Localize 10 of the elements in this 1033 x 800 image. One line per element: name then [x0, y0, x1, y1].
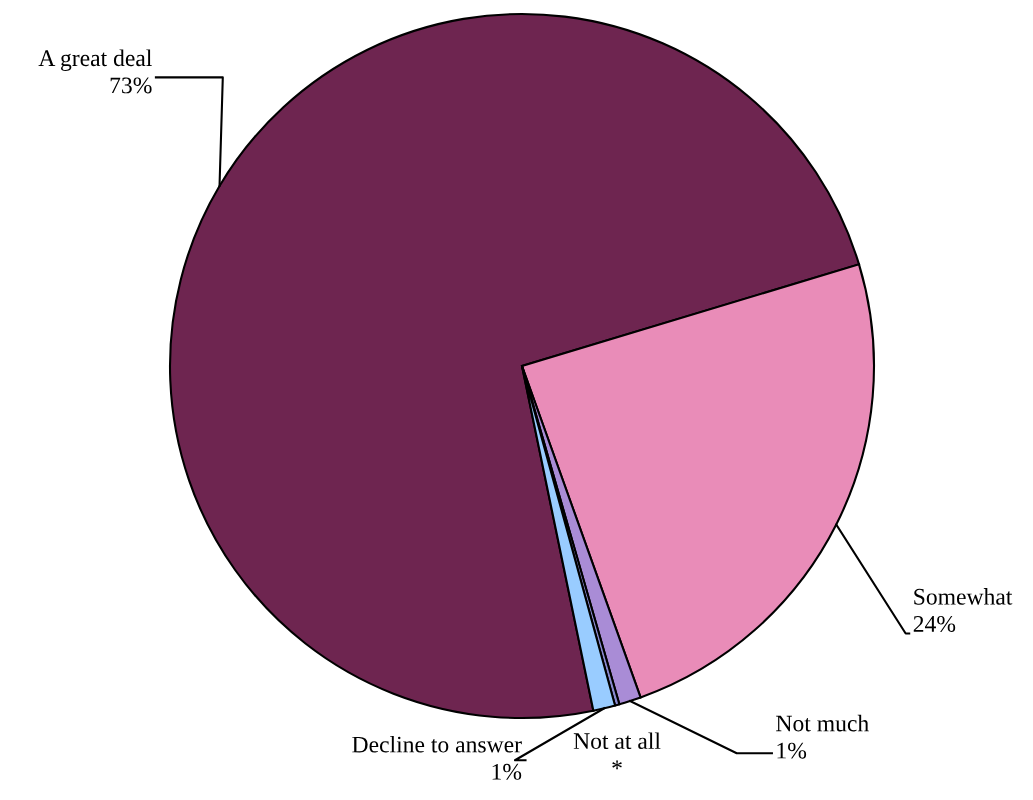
slice-label: Not at all: [573, 732, 661, 750]
data-label: 1%: [777, 742, 807, 759]
data-label: 73%: [110, 77, 152, 94]
data-label: 24%: [913, 615, 956, 632]
slice-label: Not much: [776, 714, 869, 732]
slice-label: Somewhat: [914, 588, 1013, 605]
data-label: *: [612, 760, 622, 770]
slice-label: A great deal: [38, 49, 152, 72]
slice-label: Decline to answer: [352, 735, 522, 753]
data-label: 1%: [492, 763, 522, 780]
